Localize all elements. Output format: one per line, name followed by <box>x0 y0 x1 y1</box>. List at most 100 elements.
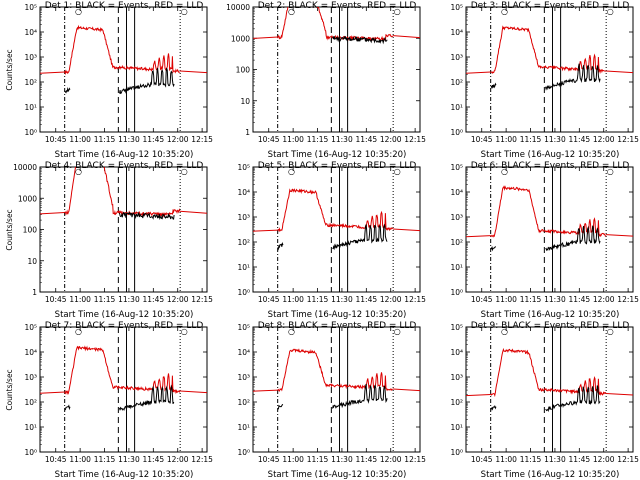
lld-curve-pre <box>40 391 65 394</box>
x-tick-label: 11:15 <box>94 295 116 304</box>
lld-curve-post <box>392 35 420 39</box>
x-tick-label: 11:15 <box>520 455 542 464</box>
x-tick-label: 12:00 <box>167 295 189 304</box>
lld-curve <box>277 348 393 392</box>
x-tick-label: 11:30 <box>544 135 566 144</box>
detector-chart-4: Det 4: BLACK = Events, RED = LLD Counts/s… <box>5 161 213 320</box>
lld-curve-pre <box>40 211 65 215</box>
x-tick-label: 11:45 <box>356 135 378 144</box>
y-tick-label: 10³ <box>237 373 250 382</box>
x-tick-label: 11:00 <box>495 135 517 144</box>
y-tick-label: 10000 <box>13 163 37 172</box>
x-tick-label: 12:15 <box>617 135 639 144</box>
detector-chart-7: Det 7: BLACK = Events, RED = LLD Counts/s… <box>5 321 213 480</box>
detector-chart-3: Det 3: BLACK = Events, RED = LLD Start Ti… <box>450 1 639 160</box>
events-curve <box>119 384 175 411</box>
y-tick-label: 10⁵ <box>450 163 463 172</box>
circle-marker: ○ <box>181 327 188 336</box>
events-curve <box>545 225 601 252</box>
x-tick-label: 11:45 <box>356 455 378 464</box>
y-tick-label: 10⁵ <box>450 323 463 332</box>
circle-marker: ○ <box>607 7 614 16</box>
x-tick-label: 11:15 <box>307 455 329 464</box>
x-tick-label: 11:45 <box>143 295 165 304</box>
events-curve-pre <box>277 241 284 251</box>
chart-title: Det 1: BLACK = Events, RED = LLD <box>45 1 204 11</box>
events-curve-pre <box>277 403 284 410</box>
events-curve <box>545 385 601 413</box>
y-tick-label: 10¹ <box>24 103 37 112</box>
x-tick-label: 11:00 <box>69 455 91 464</box>
x-tick-label: 10:45 <box>45 295 67 304</box>
x-tick-label: 12:00 <box>167 455 189 464</box>
circle-marker: ○ <box>288 167 295 176</box>
y-tick-label: 10² <box>237 238 250 247</box>
chart-title: Det 5: BLACK = Events, RED = LLD <box>258 161 417 171</box>
plot-frame <box>465 326 634 453</box>
events-curve <box>119 67 175 95</box>
chart-title: Det 2: BLACK = Events, RED = LLD <box>258 1 417 11</box>
detector-chart-9: Det 9: BLACK = Events, RED = LLD Start Ti… <box>450 321 639 480</box>
y-tick-label: 10⁴ <box>237 348 250 357</box>
lld-curve-post <box>605 392 633 396</box>
detector-chart-2: Det 2: BLACK = Events, RED = LLD Start Ti… <box>226 1 426 160</box>
circle-marker: ○ <box>501 7 508 16</box>
circle-marker: ○ <box>75 7 82 16</box>
lld-curve <box>490 347 607 398</box>
x-tick-label: 11:15 <box>307 135 329 144</box>
x-tick-label: 12:15 <box>617 295 639 304</box>
y-axis-label: Counts/sec <box>5 49 14 90</box>
lld-curve <box>64 167 181 218</box>
y-tick-label: 10³ <box>24 373 37 382</box>
lld-curve-post <box>179 390 207 394</box>
x-axis-label: Start Time (16-Aug-12 10:35:20) <box>481 470 620 480</box>
y-tick-label: 100 <box>23 226 38 235</box>
y-tick-label: 10⁰ <box>24 448 37 457</box>
x-tick-label: 10:45 <box>258 455 280 464</box>
circle-marker: ○ <box>288 7 295 16</box>
x-tick-label: 11:00 <box>495 455 517 464</box>
x-tick-label: 11:30 <box>118 455 140 464</box>
lld-curve-post <box>605 234 633 237</box>
events-curve <box>545 63 601 91</box>
x-tick-label: 11:30 <box>544 295 566 304</box>
y-tick-label: 10¹ <box>237 263 250 272</box>
y-tick-label: 1 <box>32 288 37 297</box>
x-tick-label: 11:15 <box>94 455 116 464</box>
y-axis-label: Counts/sec <box>5 209 14 250</box>
x-tick-label: 10:45 <box>471 135 493 144</box>
events-curve-pre <box>490 82 497 89</box>
x-tick-label: 11:15 <box>520 295 542 304</box>
chart-title: Det 6: BLACK = Events, RED = LLD <box>471 161 630 171</box>
circle-marker: ○ <box>181 167 188 176</box>
lld-curve-post <box>179 210 207 214</box>
y-tick-label: 10³ <box>450 213 463 222</box>
x-tick-label: 11:30 <box>331 135 353 144</box>
x-tick-label: 12:15 <box>404 455 426 464</box>
x-axis-label: Start Time (16-Aug-12 10:35:20) <box>268 150 407 160</box>
plot-frame <box>252 166 421 293</box>
x-tick-label: 11:00 <box>282 135 304 144</box>
x-tick-label: 10:45 <box>471 295 493 304</box>
x-tick-label: 11:45 <box>143 135 165 144</box>
x-tick-label: 10:45 <box>258 135 280 144</box>
x-tick-label: 11:00 <box>282 455 304 464</box>
x-tick-label: 12:15 <box>191 455 213 464</box>
x-tick-label: 11:30 <box>118 295 140 304</box>
y-tick-label: 10⁰ <box>237 288 250 297</box>
x-axis-label: Start Time (16-Aug-12 10:35:20) <box>55 150 194 160</box>
x-tick-label: 11:45 <box>143 455 165 464</box>
lld-curve-pre <box>253 229 278 232</box>
x-tick-label: 12:15 <box>191 295 213 304</box>
circle-marker: ○ <box>501 327 508 336</box>
x-tick-label: 11:15 <box>94 135 116 144</box>
lld-curve-post <box>392 388 420 392</box>
lld-curve-pre <box>253 389 278 392</box>
lld-curve-post <box>605 70 633 74</box>
lld-curve <box>64 345 181 396</box>
chart-title: Det 3: BLACK = Events, RED = LLD <box>471 1 630 11</box>
x-tick-label: 10:45 <box>258 295 280 304</box>
y-tick-label: 10² <box>450 78 463 87</box>
x-tick-label: 11:15 <box>307 295 329 304</box>
x-tick-label: 11:15 <box>520 135 542 144</box>
